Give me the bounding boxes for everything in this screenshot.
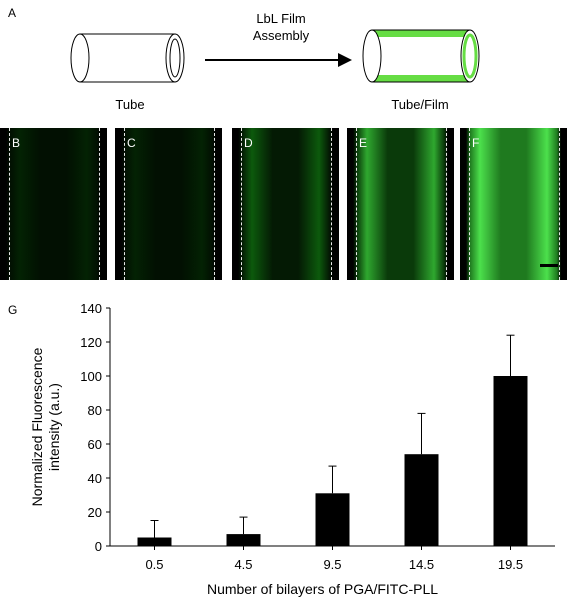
y-axis-title-line2: intensity (a.u.) (46, 383, 62, 471)
channel-edge-right (331, 128, 332, 280)
x-axis-title: Number of bilayers of PGA/FITC-PLL (207, 581, 438, 597)
tube-film-drawing (362, 29, 480, 83)
bar-4.5 (226, 534, 261, 546)
arrow-label-line1: LbL Film (256, 11, 306, 26)
y-tick-label: 40 (88, 471, 102, 486)
y-tick-label: 100 (80, 369, 102, 384)
micrograph-d: D (232, 128, 339, 280)
micrograph-b: B (0, 128, 107, 280)
lbl-assembly-schematic (70, 29, 480, 83)
y-tick-label: 140 (80, 301, 102, 316)
channel-edge-left (241, 128, 242, 280)
x-tick-label: 19.5 (498, 557, 523, 572)
assembly-arrow (205, 53, 352, 67)
micrograph-f: F (460, 128, 567, 280)
bar-14.5 (404, 454, 439, 546)
y-axis-title-line1: Normalized Fluorescence (29, 347, 45, 506)
tube-label: Tube (115, 97, 145, 112)
panel-g-letter: G (8, 303, 18, 317)
bar-0.5 (137, 537, 172, 546)
bar-19.5 (493, 376, 528, 546)
micrograph-letter: E (359, 136, 368, 150)
channel-edge-right (214, 128, 215, 280)
x-tick-label: 0.5 (145, 557, 163, 572)
channel-edge-left (469, 128, 470, 280)
y-tick-label: 20 (88, 505, 102, 520)
panel-a-letter: A (8, 6, 17, 20)
channel-edge-right (559, 128, 560, 280)
tube-film-label: Tube/Film (391, 97, 449, 112)
micrograph-letter: D (244, 136, 253, 150)
channel-edge-left (9, 128, 10, 280)
y-tick-label: 60 (88, 437, 102, 452)
fluorescence-bar-chart: 0 20 40 60 80 100 120 140 0.5 4.5 9.5 14.5 19.5 Numbe… (29, 301, 555, 597)
x-tick-label: 14.5 (409, 557, 434, 572)
y-tick-label: 80 (88, 403, 102, 418)
bar-9.5 (315, 493, 350, 546)
channel-edge-right (99, 128, 100, 280)
channel-edge-left (356, 128, 357, 280)
micrograph-e: E (347, 128, 454, 280)
channel-edge-right (446, 128, 447, 280)
micrograph-letter: F (472, 136, 480, 150)
x-tick-label: 9.5 (323, 557, 341, 572)
x-tick-label: 4.5 (234, 557, 252, 572)
micrograph-letter: B (12, 136, 21, 150)
y-tick-label: 0 (95, 539, 102, 554)
y-tick-label: 120 (80, 335, 102, 350)
micrograph-letter: C (127, 136, 136, 150)
arrow-label: LbL Film Assembly (216, 10, 346, 44)
tube-drawing (70, 33, 185, 83)
scale-bar (540, 264, 558, 267)
channel-edge-left (124, 128, 125, 280)
arrow-label-line2: Assembly (252, 28, 310, 43)
micrograph-c: C (115, 128, 222, 280)
